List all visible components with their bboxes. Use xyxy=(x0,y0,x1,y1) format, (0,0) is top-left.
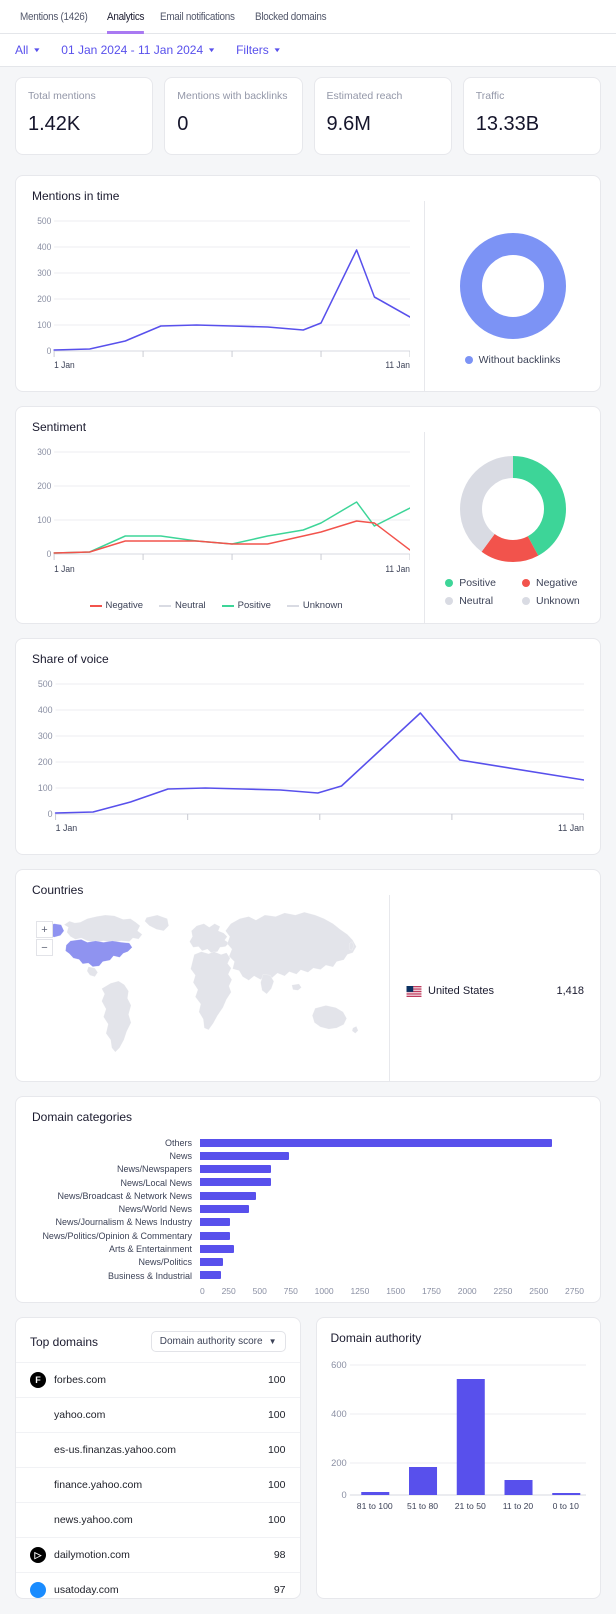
svg-text:0: 0 xyxy=(48,809,53,819)
svg-text:500: 500 xyxy=(37,216,51,226)
svg-text:81 to 100: 81 to 100 xyxy=(356,1501,392,1511)
svg-text:200: 200 xyxy=(37,481,51,491)
svg-text:500: 500 xyxy=(38,679,53,689)
svg-text:400: 400 xyxy=(37,242,51,252)
svg-text:300: 300 xyxy=(37,447,51,457)
svg-text:0: 0 xyxy=(47,346,52,356)
svg-text:200: 200 xyxy=(37,294,51,304)
svg-text:11 Jan: 11 Jan xyxy=(558,823,584,833)
svg-text:0: 0 xyxy=(47,549,52,559)
svg-text:21 to 50: 21 to 50 xyxy=(454,1501,485,1511)
svg-text:1 Jan: 1 Jan xyxy=(56,823,78,833)
svg-text:51 to 80: 51 to 80 xyxy=(406,1501,437,1511)
svg-text:0: 0 xyxy=(341,1490,346,1500)
svg-text:200: 200 xyxy=(38,757,53,767)
svg-text:11 Jan: 11 Jan xyxy=(385,360,410,370)
svg-text:400: 400 xyxy=(331,1409,347,1419)
svg-text:0 to 10: 0 to 10 xyxy=(552,1501,579,1511)
svg-text:100: 100 xyxy=(38,783,53,793)
svg-text:1 Jan: 1 Jan xyxy=(54,564,75,574)
svg-text:200: 200 xyxy=(331,1458,347,1468)
svg-text:300: 300 xyxy=(37,268,51,278)
svg-text:11 to 20: 11 to 20 xyxy=(502,1501,533,1511)
svg-text:1 Jan: 1 Jan xyxy=(54,360,75,370)
svg-text:400: 400 xyxy=(38,705,53,715)
svg-text:100: 100 xyxy=(37,320,51,330)
svg-text:300: 300 xyxy=(38,731,53,741)
svg-text:600: 600 xyxy=(331,1360,347,1370)
svg-text:100: 100 xyxy=(37,515,51,525)
svg-text:11 Jan: 11 Jan xyxy=(385,564,410,574)
